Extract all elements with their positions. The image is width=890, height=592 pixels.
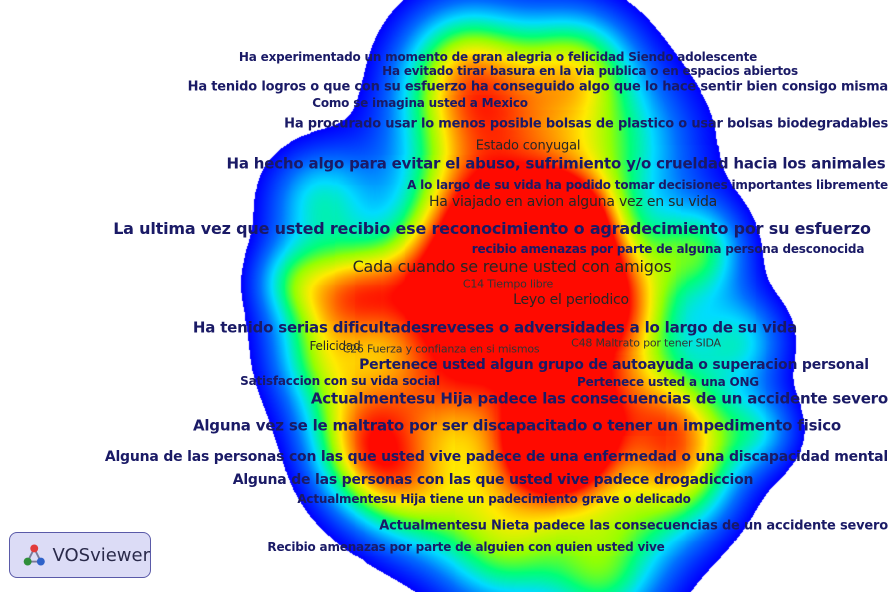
vosviewer-logo-icon [23, 544, 45, 566]
term-label[interactable]: C26 Fuerza y confianza en si mismos [342, 342, 540, 356]
term-label[interactable]: Alguna vez se le maltrato por ser discap… [192, 416, 842, 435]
term-label[interactable]: Felicidad [309, 339, 361, 353]
term-label[interactable]: Como se imagina usted a Mexico [312, 96, 528, 110]
term-label[interactable]: Ha experimentado un momento de gran aleg… [238, 50, 758, 64]
term-label[interactable]: Ha procurado usar lo menos posible bolsa… [284, 116, 888, 132]
term-label[interactable]: Cada cuando se reune usted con amigos [352, 257, 672, 276]
term-label[interactable]: Recibio amenazas por parte de alguien co… [267, 540, 665, 554]
term-label[interactable]: Alguna de las personas con las que usted… [104, 449, 888, 465]
term-label[interactable]: Pertenece usted a una ONG [577, 375, 759, 389]
term-label[interactable]: La ultima vez que usted recibio ese reco… [113, 219, 871, 238]
term-label[interactable]: Actualmentesu Hija tiene un padecimiento… [297, 492, 691, 506]
term-label[interactable]: Actualmentesu Nieta padece las consecuen… [379, 518, 888, 534]
term-label[interactable]: C14 Tiempo libre [462, 277, 554, 291]
vosviewer-label: VOSviewer [52, 544, 150, 566]
term-label[interactable]: C48 Maltrato por tener SIDA [571, 336, 721, 350]
term-label[interactable]: Ha viajado en avion alguna vez en su vid… [428, 194, 718, 210]
term-label[interactable]: Ha hecho algo para evitar el abuso, sufr… [226, 154, 886, 173]
term-label[interactable]: recibio amenazas por parte de alguna per… [471, 242, 865, 256]
term-label[interactable]: Satisfaccion con su vida social [240, 374, 440, 388]
term-label[interactable]: Estado conyugal [475, 138, 581, 154]
term-label[interactable]: Ha tenido serias dificultadesreveses o a… [192, 318, 798, 337]
term-label[interactable]: A lo largo de su vida ha podido tomar de… [407, 178, 888, 192]
term-label[interactable]: Ha tenido logros o que con su esfuerzo h… [187, 79, 889, 95]
vosviewer-button[interactable]: VOSviewer [9, 532, 151, 578]
term-label[interactable]: Leyo el periodico [513, 292, 629, 308]
term-label[interactable]: Pertenece usted algun grupo de autoayuda… [359, 357, 869, 373]
term-label[interactable]: Ha evitado tirar basura en la via public… [382, 64, 798, 78]
term-label[interactable]: Actualmentesu Hija padece las consecuenc… [310, 389, 888, 408]
term-label[interactable]: Alguna de las personas con las que usted… [232, 472, 754, 488]
